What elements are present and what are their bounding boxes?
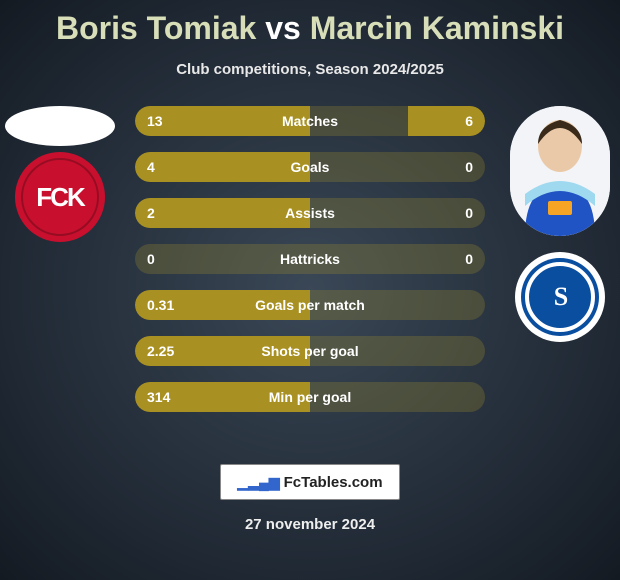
stat-row: Assists 2 0 bbox=[135, 198, 485, 228]
stat-fill-left bbox=[135, 198, 310, 228]
player2-column: S bbox=[500, 106, 620, 342]
site-badge-icon: ▁▂▄▆ bbox=[237, 474, 279, 491]
stat-fill-left bbox=[135, 152, 310, 182]
vs-word: vs bbox=[265, 10, 301, 46]
stat-value-right: 0 bbox=[465, 205, 473, 221]
subtitle: Club competitions, Season 2024/2025 bbox=[0, 61, 620, 78]
stat-row: Goals 4 0 bbox=[135, 152, 485, 182]
site-name: FcTables.com bbox=[284, 474, 383, 491]
stat-row: Hattricks 0 0 bbox=[135, 244, 485, 274]
page-title: Boris Tomiak vs Marcin Kaminski bbox=[0, 0, 620, 47]
stat-label: Matches bbox=[282, 113, 338, 129]
stat-value-left: 0 bbox=[147, 251, 155, 267]
player1-photo-placeholder bbox=[5, 106, 115, 146]
footer-date: 27 november 2024 bbox=[0, 516, 620, 533]
comparison-panel: FCK S Matches136Goals40Assists20Hattrick… bbox=[0, 106, 620, 446]
stat-value-right: 0 bbox=[465, 159, 473, 175]
stat-label: Hattricks bbox=[280, 251, 340, 267]
stat-label: Goals bbox=[291, 159, 330, 175]
stat-label: Goals per match bbox=[255, 297, 365, 313]
stat-value-left: 0.31 bbox=[147, 297, 174, 313]
stat-bars: Matches136Goals40Assists20Hattricks00Goa… bbox=[135, 106, 485, 428]
player2-club-letter: S bbox=[525, 262, 595, 332]
stat-value-left: 2 bbox=[147, 205, 155, 221]
player1-club-badge: FCK bbox=[15, 152, 105, 242]
stat-row: Shots per goal 2.25 bbox=[135, 336, 485, 366]
stat-value-left: 2.25 bbox=[147, 343, 174, 359]
stat-row: Matches 13 6 bbox=[135, 106, 485, 136]
stat-row: Min per goal 314 bbox=[135, 382, 485, 412]
player2-club-badge: S bbox=[515, 252, 605, 342]
player1-column: FCK bbox=[0, 106, 120, 242]
player2-name: Marcin Kaminski bbox=[310, 10, 564, 46]
stat-value-left: 4 bbox=[147, 159, 155, 175]
player1-name: Boris Tomiak bbox=[56, 10, 256, 46]
player2-photo bbox=[510, 106, 610, 236]
site-badge[interactable]: ▁▂▄▆ FcTables.com bbox=[220, 464, 400, 500]
stat-row: Goals per match 0.31 bbox=[135, 290, 485, 320]
stat-value-left: 314 bbox=[147, 389, 170, 405]
stat-label: Min per goal bbox=[269, 389, 351, 405]
stat-value-left: 13 bbox=[147, 113, 163, 129]
stat-label: Shots per goal bbox=[261, 343, 358, 359]
stat-fill-right bbox=[408, 106, 485, 136]
stat-value-right: 0 bbox=[465, 251, 473, 267]
stat-label: Assists bbox=[285, 205, 335, 221]
stat-value-right: 6 bbox=[465, 113, 473, 129]
